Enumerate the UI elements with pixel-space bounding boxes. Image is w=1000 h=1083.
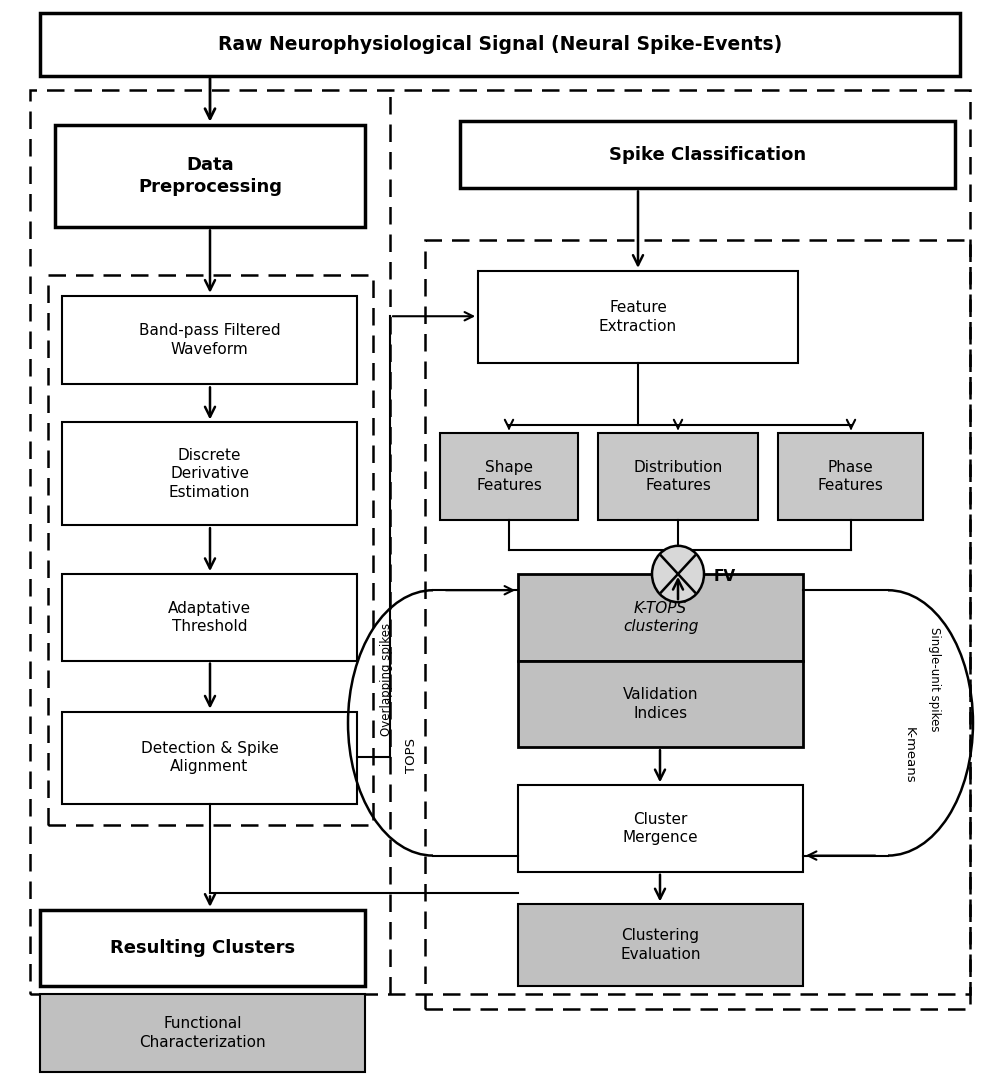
Bar [440, 433, 578, 520]
Text: Cluster
Mergence: Cluster Mergence [623, 811, 698, 846]
Bar [460, 121, 955, 188]
Bar [778, 433, 923, 520]
Text: Distribution
Features: Distribution Features [633, 459, 723, 494]
Circle shape [652, 546, 704, 602]
Text: Clustering
Evaluation: Clustering Evaluation [620, 928, 701, 962]
Bar [62, 574, 357, 661]
Text: Data
Preprocessing: Data Preprocessing [138, 156, 282, 196]
Text: Overlapping spikes: Overlapping spikes [380, 623, 393, 736]
Text: Adaptative
Threshold: Adaptative Threshold [168, 600, 251, 635]
Bar [40, 994, 365, 1072]
Text: K-means: K-means [903, 727, 916, 784]
Bar [40, 910, 365, 986]
Text: TOPS: TOPS [405, 738, 418, 773]
Text: Detection & Spike
Alignment: Detection & Spike Alignment [141, 741, 278, 774]
Bar [55, 125, 365, 227]
Text: Feature
Extraction: Feature Extraction [599, 300, 677, 334]
Bar [598, 433, 758, 520]
Text: K-TOPS
clustering: K-TOPS clustering [623, 600, 698, 635]
Bar [62, 712, 357, 804]
Text: Phase
Features: Phase Features [818, 459, 883, 494]
Bar [518, 574, 803, 661]
Bar [30, 90, 970, 994]
Text: FV: FV [714, 569, 736, 584]
Text: Spike Classification: Spike Classification [609, 146, 806, 164]
Bar [518, 785, 803, 872]
Bar [478, 271, 798, 363]
Text: Resulting Clusters: Resulting Clusters [110, 939, 295, 956]
Bar [62, 296, 357, 384]
Bar [48, 275, 373, 825]
Bar [40, 13, 960, 76]
Text: Discrete
Derivative
Estimation: Discrete Derivative Estimation [169, 447, 250, 500]
Bar [62, 422, 357, 525]
Text: Functional
Characterization: Functional Characterization [139, 1016, 266, 1051]
Bar [425, 240, 970, 1009]
Text: Shape
Features: Shape Features [476, 459, 542, 494]
Text: Raw Neurophysiological Signal (Neural Spike-Events): Raw Neurophysiological Signal (Neural Sp… [218, 35, 782, 54]
Bar [518, 661, 803, 747]
Text: Band-pass Filtered
Waveform: Band-pass Filtered Waveform [139, 323, 280, 357]
Text: Validation
Indices: Validation Indices [623, 687, 698, 721]
Text: Single-unit spikes: Single-unit spikes [928, 627, 941, 732]
Bar [518, 904, 803, 986]
